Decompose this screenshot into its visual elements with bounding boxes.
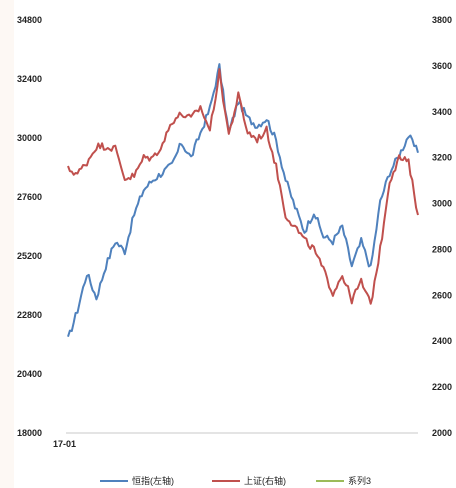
- series-line-1: [67, 68, 419, 305]
- right-tick-label: 2800: [432, 244, 452, 254]
- left-tick-label: 18000: [17, 428, 42, 438]
- right-tick-label: 2400: [432, 336, 452, 346]
- left-tick-label: 27600: [17, 192, 42, 202]
- right-tick-label: 3600: [432, 61, 452, 71]
- right-tick-label: 2600: [432, 290, 452, 300]
- left-tick-label: 25200: [17, 251, 42, 261]
- right-tick-label: 3200: [432, 153, 452, 163]
- left-tick-label: 20400: [17, 369, 42, 379]
- legend-label: 上证(右轴): [244, 475, 286, 486]
- series-line-0: [67, 63, 419, 337]
- legend-label: 恒指(左轴): [132, 475, 174, 486]
- legend: 恒指(左轴) 上证(右轴) 系列3: [100, 475, 371, 486]
- x-tick-label: 17-01: [53, 439, 76, 449]
- left-tick-label: 34800: [17, 15, 42, 25]
- left-tick-label: 22800: [17, 310, 42, 320]
- right-tick-label: 3400: [432, 107, 452, 117]
- left-tick-label: 32400: [17, 74, 42, 84]
- right-axis: 3800 3600 3400 3200 3000 2800 2600 2400 2200 2000: [432, 15, 452, 438]
- plot-area: [67, 63, 419, 337]
- left-tick-label: 30000: [17, 133, 42, 143]
- left-axis: 34800 32400 30000 27600 25200 22800 20400 18000: [17, 15, 42, 438]
- chart-panel: [14, 0, 456, 488]
- right-tick-label: 3000: [432, 199, 452, 209]
- legend-label: 系列3: [348, 475, 371, 486]
- right-tick-label: 3800: [432, 15, 452, 25]
- right-tick-label: 2200: [432, 382, 452, 392]
- right-tick-label: 2000: [432, 428, 452, 438]
